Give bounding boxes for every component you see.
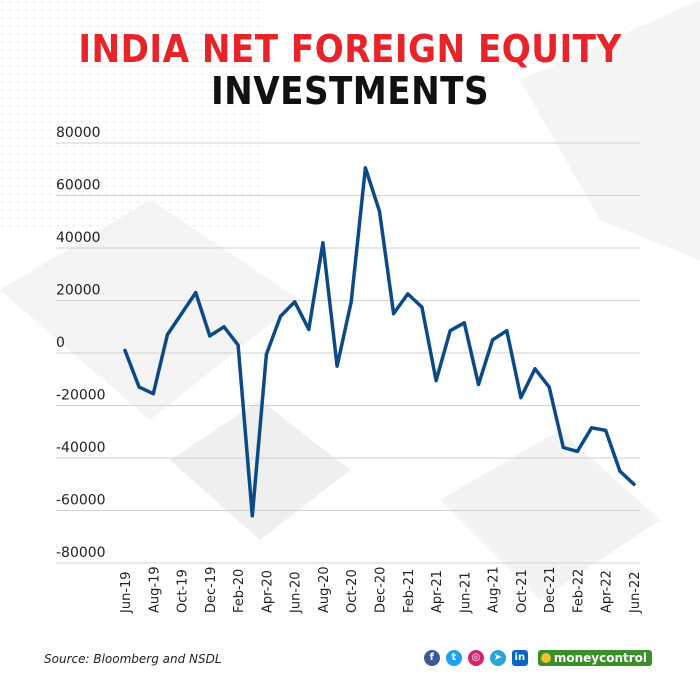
- data-point: [406, 292, 410, 296]
- y-tick-label: -40000: [56, 440, 106, 456]
- x-tick-label: Jun-19: [119, 571, 134, 614]
- data-point: [123, 348, 127, 352]
- x-axis-ticks: Jun-19 Aug-19 Oct-19 Dec-19 Feb-20 Apr-20 Jun-…: [119, 566, 643, 614]
- footer-icons: f t ◎ ➤ in moneycontrol: [423, 650, 652, 666]
- chart-title: INDIA NET FOREIGN EQUITY INVESTMENTS: [0, 28, 700, 112]
- y-tick-label: -80000: [56, 545, 106, 561]
- twitter-icon[interactable]: t: [445, 650, 462, 666]
- data-point: [307, 327, 311, 331]
- x-tick-label: Apr-22: [600, 570, 615, 613]
- data-point: [604, 428, 608, 433]
- data-point: [420, 305, 424, 309]
- data-point: [491, 338, 495, 342]
- title-line-2: INVESTMENTS: [210, 69, 490, 113]
- brand-logo[interactable]: moneycontrol: [537, 650, 652, 666]
- x-tick-label: Aug-19: [147, 566, 162, 613]
- x-tick-label: Dec-19: [204, 567, 219, 613]
- brand-dot-icon: [540, 653, 551, 663]
- data-point: [278, 314, 283, 318]
- series-line: [123, 166, 636, 518]
- x-tick-label: Oct-20: [345, 569, 360, 613]
- x-tick-label: Dec-21: [543, 567, 558, 613]
- source-note: Source: Bloomberg and NSDL: [44, 652, 222, 666]
- x-tick-label: Feb-20: [232, 569, 247, 613]
- data-point: [208, 334, 212, 338]
- data-point: [547, 385, 551, 389]
- data-points: [123, 166, 636, 518]
- title-line-1: INDIA NET FOREIGN EQUITY: [78, 27, 622, 71]
- x-tick-label: Aug-21: [487, 566, 502, 613]
- x-tick-label: Oct-19: [176, 569, 191, 613]
- data-point: [448, 329, 452, 333]
- data-point: [476, 382, 481, 387]
- data-point: [165, 333, 170, 337]
- data-point: [392, 312, 396, 316]
- data-point: [349, 300, 353, 304]
- x-tick-label: Feb-21: [402, 569, 417, 613]
- brand-name: moneycontrol: [553, 651, 647, 665]
- x-tick-label: Aug-20: [317, 566, 332, 613]
- x-tick-label: Feb-22: [571, 569, 586, 613]
- x-tick-label: Jun-20: [289, 571, 304, 614]
- data-point: [222, 325, 226, 329]
- data-point: [377, 209, 382, 213]
- x-tick-label: Jun-22: [628, 571, 643, 614]
- telegram-icon[interactable]: ➤: [489, 650, 506, 666]
- data-point: [434, 378, 438, 383]
- data-point: [194, 291, 198, 295]
- data-point: [236, 343, 240, 347]
- data-point: [250, 514, 254, 518]
- data-point: [293, 300, 297, 304]
- x-tick-label: Apr-21: [430, 570, 445, 613]
- data-point: [335, 364, 339, 368]
- data-point: [561, 445, 565, 450]
- y-tick-label: -20000: [56, 388, 106, 404]
- data-point: [264, 352, 268, 356]
- x-tick-label: Jun-21: [458, 571, 473, 614]
- data-point: [589, 426, 594, 430]
- instagram-icon[interactable]: ◎: [467, 650, 484, 666]
- y-tick-label: 60000: [56, 178, 101, 194]
- y-tick-label: -60000: [56, 493, 106, 509]
- x-tick-label: Oct-21: [515, 569, 530, 613]
- y-tick-label: 0: [56, 335, 65, 351]
- data-point: [533, 367, 537, 371]
- data-point: [363, 166, 367, 170]
- data-point: [505, 329, 509, 333]
- data-point: [632, 482, 636, 486]
- y-axis-ticks: 80000 60000 40000 20000 0 -20000 -40000 -60000 -…: [56, 125, 106, 561]
- data-point: [519, 396, 523, 400]
- y-tick-label: 40000: [56, 230, 101, 246]
- y-tick-label: 20000: [56, 283, 101, 299]
- facebook-icon[interactable]: f: [423, 650, 440, 666]
- data-point: [151, 392, 155, 396]
- x-tick-label: Apr-20: [260, 570, 275, 613]
- data-point: [575, 449, 580, 454]
- x-tick-label: Dec-20: [374, 567, 389, 613]
- linkedin-icon[interactable]: in: [511, 650, 528, 666]
- data-point: [462, 321, 466, 325]
- data-point: [179, 312, 184, 316]
- data-point: [321, 241, 325, 245]
- grid-lines: [56, 142, 640, 564]
- data-point: [618, 469, 622, 473]
- data-point: [137, 385, 141, 389]
- y-tick-label: 80000: [56, 125, 101, 141]
